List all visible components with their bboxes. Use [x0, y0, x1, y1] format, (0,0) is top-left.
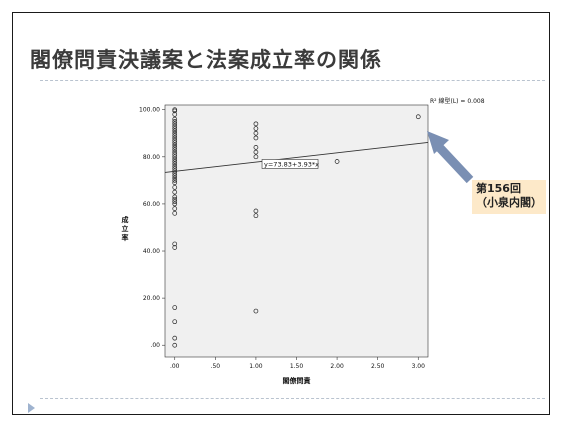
data-point: [334, 159, 340, 164]
x-axis: .00 .50 1.00 1.50 2.00 2.50 3.00: [170, 357, 425, 370]
data-point: [172, 206, 178, 211]
data-point: [172, 159, 178, 164]
data-point: [172, 133, 178, 138]
data-point: [172, 305, 178, 310]
callout-line-2: （小泉内閣）: [476, 196, 542, 209]
data-point: [172, 137, 178, 143]
data-point: [172, 241, 178, 247]
data-point: [172, 185, 178, 190]
title-divider: [40, 80, 545, 81]
data-points: [172, 107, 421, 348]
data-point: [253, 213, 259, 219]
y-axis-label: 成立率: [122, 215, 129, 242]
data-point: [253, 126, 259, 131]
data-point: [172, 175, 178, 181]
data-point: [172, 245, 178, 250]
data-point: [172, 201, 178, 207]
data-point: [253, 154, 259, 160]
data-point: [172, 178, 178, 183]
data-point: [253, 149, 259, 155]
data-point: [172, 147, 178, 153]
data-point: [172, 116, 178, 122]
slide-title: 閣僚問責決議案と法案成立率の関係: [30, 47, 382, 72]
data-point: [172, 140, 178, 146]
data-point: [172, 173, 178, 179]
x-tick-label: 3.00: [412, 363, 426, 370]
data-point: [172, 156, 178, 162]
data-point: [172, 123, 178, 129]
data-point: [172, 189, 178, 195]
x-tick-label: .50: [211, 363, 221, 370]
x-tick-label: 2.50: [371, 363, 385, 370]
data-point: [172, 154, 178, 160]
footer-divider: [40, 398, 545, 399]
x-tick-label: .00: [170, 363, 180, 370]
y-axis: .00 20.00 40.00 60.00 80.00 100.00: [139, 107, 165, 349]
data-point: [172, 199, 178, 204]
regression-equation: y=73.83+3.93*x: [264, 160, 319, 168]
data-point: [172, 128, 178, 134]
y-tick-label: 20.00: [143, 295, 160, 302]
r-squared-label: R² 線型(L) = 0.008: [430, 97, 485, 105]
data-point: [253, 130, 259, 136]
data-point: [172, 342, 178, 348]
data-point: [172, 180, 178, 186]
data-point: [172, 335, 178, 341]
data-point: [253, 208, 259, 214]
data-point: [172, 194, 178, 200]
x-axis-label: 閣僚問責: [283, 376, 311, 385]
regression-line: [164, 142, 429, 173]
x-tick-label: 1.50: [290, 363, 304, 370]
data-point: [172, 142, 178, 148]
data-point: [253, 145, 259, 150]
callout-box: 第156回 （小泉内閣）: [472, 180, 546, 214]
data-point: [172, 149, 178, 155]
data-point: [253, 121, 259, 127]
data-point: [172, 121, 178, 127]
data-point: [172, 196, 178, 202]
y-tick-label: 40.00: [143, 248, 160, 255]
y-tick-label: 80.00: [143, 154, 160, 161]
data-point: [172, 145, 178, 150]
data-point: [172, 152, 178, 157]
x-tick-label: 2.00: [330, 363, 344, 370]
data-point: [172, 108, 178, 114]
data-point: [172, 166, 178, 171]
data-point: [172, 210, 178, 216]
data-point: [415, 114, 421, 120]
x-tick-label: 1.00: [249, 363, 263, 370]
data-point: [172, 112, 178, 117]
bullet-marker: [28, 403, 35, 413]
callout-arrow: [436, 144, 474, 184]
y-tick-label: .00: [150, 342, 160, 349]
y-tick-label: 100.00: [139, 107, 160, 114]
data-point: [172, 135, 178, 141]
regression-equation-box: [261, 159, 319, 169]
data-point: [172, 319, 178, 325]
data-point: [172, 161, 178, 167]
data-point: [172, 119, 178, 124]
data-point: [172, 126, 178, 131]
data-point: [172, 163, 178, 169]
data-point: [253, 308, 259, 314]
data-point: [253, 135, 259, 141]
callout-line-1: 第156回: [476, 182, 521, 195]
y-tick-label: 60.00: [143, 201, 160, 208]
callout-arrow-head: [427, 131, 449, 154]
plot-area: [164, 104, 429, 358]
data-point: [172, 130, 178, 136]
